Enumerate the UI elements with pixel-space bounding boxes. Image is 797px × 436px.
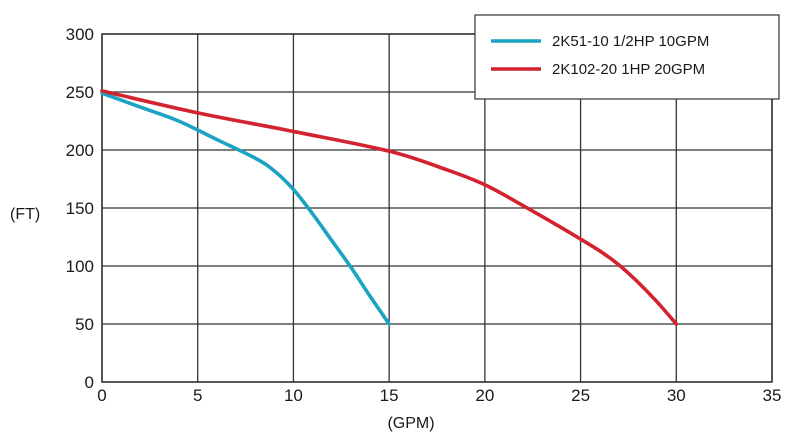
legend-box [474,14,780,100]
x-tick-label: 10 [284,386,303,405]
y-tick-label: 300 [66,25,94,44]
legend-label-2: 2K102-20 1HP 20GPM [552,61,705,78]
legend-label-1: 2K51-10 1/2HP 10GPM [552,33,709,50]
x-tick-label: 25 [571,386,590,405]
y-tick-label: 100 [66,257,94,276]
y-tick-label: 0 [85,373,94,392]
series-lines [100,89,679,326]
y-tick-labels: 0 50 100 150 200 250 300 [66,25,94,392]
x-tick-label: 5 [193,386,202,405]
x-tick-label: 35 [763,386,782,405]
x-tick-label: 20 [475,386,494,405]
series-line-1 [100,91,391,326]
series-line-2 [100,89,679,326]
y-axis-label: (FT) [10,206,40,223]
x-tick-label: 0 [97,386,106,405]
y-tick-label: 50 [75,315,94,334]
legend: 2K51-10 1/2HP 10GPM 2K102-20 1HP 20GPM [474,14,780,100]
y-tick-label: 250 [66,83,94,102]
x-axis-label: (GPM) [387,415,434,432]
x-tick-label: 15 [380,386,399,405]
x-tick-labels: 0 5 10 15 20 25 30 35 [97,386,781,405]
y-tick-label: 200 [66,141,94,160]
x-tick-label: 30 [667,386,686,405]
y-tick-label: 150 [66,199,94,218]
